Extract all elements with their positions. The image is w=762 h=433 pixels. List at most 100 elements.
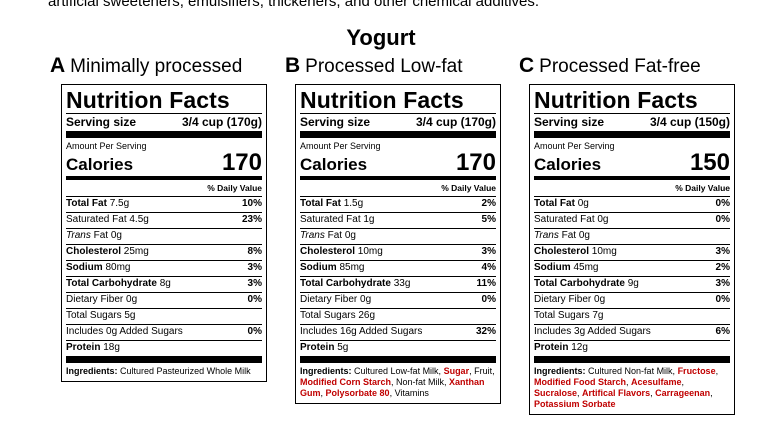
ingredient-additive: Polysorbate 80 xyxy=(325,388,390,398)
ingredients-list: Cultured Low-fat Milk, Sugar, Fruit, Mod… xyxy=(300,366,495,398)
nutrition-label-a: Nutrition Facts Serving size 3/4 cup (17… xyxy=(61,84,267,382)
amount-per-serving: Amount Per Serving xyxy=(300,141,381,151)
serving-row: Serving size 3/4 cup (150g) xyxy=(534,114,730,131)
panel-c-heading: C Processed Fat-free xyxy=(519,54,701,79)
ingredient-additive: Acesulfame xyxy=(631,377,682,387)
ingredient-text: , xyxy=(681,377,685,387)
row-total-sugars: Total Sugars 5g xyxy=(66,308,262,324)
row-added-sugars: Includes 16g Added Sugars 32% xyxy=(300,324,496,340)
ingredient-text: Cultured Low-fat Milk, xyxy=(354,366,444,376)
dv-header: % Daily Value xyxy=(207,183,262,193)
ingredient-additive: Sugar xyxy=(443,366,470,376)
row-total-sugars: Total Sugars 7g xyxy=(534,308,730,324)
row-trans-fat: Trans Fat 0g xyxy=(300,228,496,244)
ingredient-additive: Xanthan Gum xyxy=(300,377,485,398)
panel-a-letter: A xyxy=(50,54,66,77)
ingredient-additive: Modified Food Starch xyxy=(534,377,626,387)
dv-header: % Daily Value xyxy=(675,183,730,193)
serving-label: Serving size xyxy=(534,115,605,129)
ingredient-text: Cultured Pasteurized Whole Milk xyxy=(120,366,251,376)
ingredient-text: , xyxy=(577,388,583,398)
ingredient-text: , xyxy=(710,388,713,398)
ingredient-text: , xyxy=(320,388,326,398)
ingredients-b: Ingredients: Cultured Low-fat Milk, Suga… xyxy=(300,366,495,398)
panel-c-title: Processed Fat-free xyxy=(539,56,701,77)
nf-title: Nutrition Facts xyxy=(534,87,698,113)
row-saturated-fat: Saturated Fat 0g 0% xyxy=(534,212,730,228)
calories-row: Calories 170 xyxy=(66,151,262,176)
row-cholesterol: Cholesterol 10mg 3% xyxy=(300,244,496,260)
page-title: Yogurt xyxy=(346,25,416,50)
row-added-sugars: Includes 0g Added Sugars 0% xyxy=(66,324,262,340)
intro-text: artificial sweeteners, emulsifiers, thic… xyxy=(48,0,540,10)
row-saturated-fat: Saturated Fat 1g 5% xyxy=(300,212,496,228)
serving-label: Serving size xyxy=(300,115,371,129)
row-dietary-fiber: Dietary Fiber 0g 0% xyxy=(66,292,262,308)
ingredient-additive: Modified Corn Starch xyxy=(300,377,392,387)
row-total-fat: Total Fat 1.5g 2% xyxy=(300,196,496,212)
ingredient-additive: Artifical Flavors xyxy=(582,388,651,398)
row-trans-fat: Trans Fat 0g xyxy=(66,228,262,244)
amount-per-serving: Amount Per Serving xyxy=(534,141,615,151)
row-total-carb: Total Carbohydrate 8g 3% xyxy=(66,276,262,292)
ingredient-additive: Potassium Sorbate xyxy=(534,399,616,409)
row-dietary-fiber: Dietary Fiber 0g 0% xyxy=(534,292,730,308)
ingredient-text: , xyxy=(715,366,719,376)
row-protein: Protein 18g xyxy=(66,340,262,356)
calories-label: Calories xyxy=(66,155,134,174)
calories-value: 150 xyxy=(689,149,730,176)
panel-a-title: Minimally processed xyxy=(70,56,243,77)
row-trans-fat: Trans Fat 0g xyxy=(534,228,730,244)
calories-value: 170 xyxy=(455,149,496,176)
ingredient-additive: Sucralose xyxy=(534,388,578,398)
row-saturated-fat: Saturated Fat 4.5g 23% xyxy=(66,212,262,228)
ingredients-list: Cultured Pasteurized Whole Milk xyxy=(120,366,251,376)
ingredient-text: Cultured Non-fat Milk, xyxy=(588,366,678,376)
serving-value: 3/4 cup (170g) xyxy=(415,115,496,129)
calories-value: 170 xyxy=(221,149,262,176)
ingredient-text: , xyxy=(650,388,656,398)
row-total-fat: Total Fat 0g 0% xyxy=(534,196,730,212)
nf-title: Nutrition Facts xyxy=(300,87,464,113)
serving-row: Serving size 3/4 cup (170g) xyxy=(66,114,262,131)
serving-label: Serving size xyxy=(66,115,137,129)
serving-value: 3/4 cup (150g) xyxy=(649,115,730,129)
dv-header: % Daily Value xyxy=(441,183,496,193)
panel-b-title: Processed Low-fat xyxy=(305,56,463,77)
ingredients-a: Ingredients: Cultured Pasteurized Whole … xyxy=(66,366,251,376)
row-protein: Protein 5g xyxy=(300,340,496,356)
panel-b-letter: B xyxy=(285,54,301,77)
calories-label: Calories xyxy=(534,155,602,174)
row-total-sugars: Total Sugars 26g xyxy=(300,308,496,324)
nutrition-label-c: Nutrition Facts Serving size 3/4 cup (15… xyxy=(529,84,735,415)
ingredients-list: Cultured Non-fat Milk, Fructose, Modifie… xyxy=(534,366,718,409)
panel-a-heading: A Minimally processed xyxy=(50,54,242,79)
row-total-carb: Total Carbohydrate 9g 3% xyxy=(534,276,730,292)
ingredient-additive: Fructose xyxy=(677,366,716,376)
row-total-carb: Total Carbohydrate 33g 11% xyxy=(300,276,496,292)
ingredient-text: , Fruit, xyxy=(469,366,495,376)
calories-row: Calories 170 xyxy=(300,151,496,176)
panel-b-heading: B Processed Low-fat xyxy=(285,54,463,79)
row-sodium: Sodium 80mg 3% xyxy=(66,260,262,276)
serving-value: 3/4 cup (170g) xyxy=(181,115,262,129)
row-dietary-fiber: Dietary Fiber 0g 0% xyxy=(300,292,496,308)
row-protein: Protein 12g xyxy=(534,340,730,356)
nutrition-label-b: Nutrition Facts Serving size 3/4 cup (17… xyxy=(295,84,501,404)
ingredient-text: , xyxy=(626,377,632,387)
nf-title: Nutrition Facts xyxy=(66,87,230,113)
ingredients-c: Ingredients: Cultured Non-fat Milk, Fruc… xyxy=(534,366,719,409)
calories-row: Calories 150 xyxy=(534,151,730,176)
row-added-sugars: Includes 3g Added Sugars 6% xyxy=(534,324,730,340)
serving-row: Serving size 3/4 cup (170g) xyxy=(300,114,496,131)
panel-c-letter: C xyxy=(519,54,535,77)
row-sodium: Sodium 85mg 4% xyxy=(300,260,496,276)
ingredient-text: , Vitamins xyxy=(389,388,429,398)
amount-per-serving: Amount Per Serving xyxy=(66,141,147,151)
ingredient-additive: Carrageenan xyxy=(655,388,711,398)
row-total-fat: Total Fat 7.5g 10% xyxy=(66,196,262,212)
ingredient-text: , Non-fat Milk, xyxy=(391,377,450,387)
row-sodium: Sodium 45mg 2% xyxy=(534,260,730,276)
row-cholesterol: Cholesterol 25mg 8% xyxy=(66,244,262,260)
row-cholesterol: Cholesterol 10mg 3% xyxy=(534,244,730,260)
